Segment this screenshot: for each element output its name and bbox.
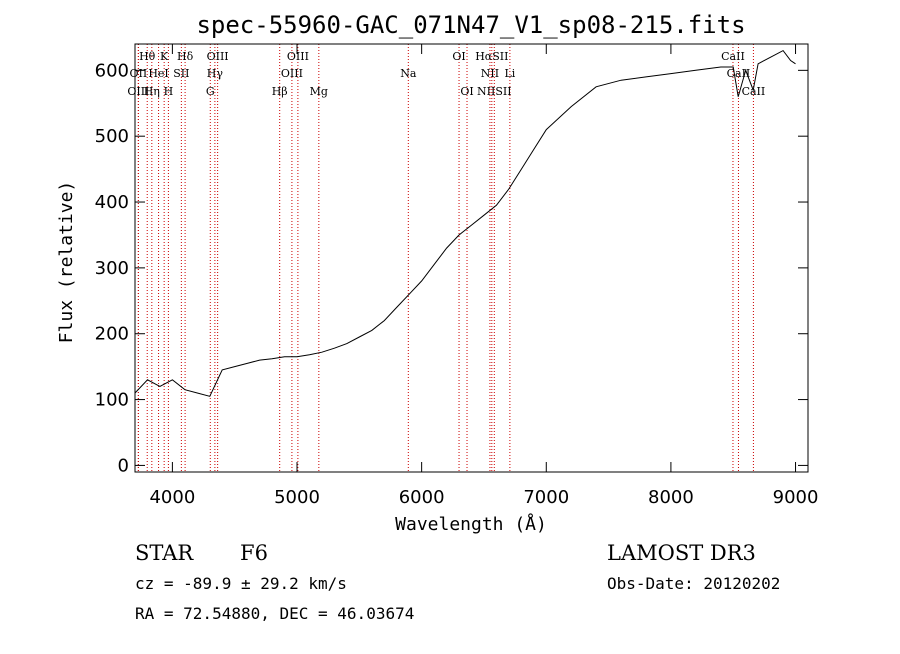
y-tick-label: 300 — [95, 258, 129, 279]
spectral-subclass: F6 — [240, 541, 268, 565]
spectral-line-label: OIII — [281, 67, 303, 80]
spectral-line-label: H — [164, 85, 174, 98]
y-tick-label: 100 — [95, 390, 129, 411]
spectral-line-label: OII — [130, 67, 148, 80]
redshift-velocity: cz = -89.9 ± 29.2 km/s — [135, 574, 347, 593]
spectral-line-label: Hδ — [177, 50, 194, 63]
x-tick-label: 9000 — [773, 487, 819, 508]
object-class: STAR — [135, 541, 194, 565]
spectral-line-label: Mg — [310, 85, 328, 98]
spectral-line-label: CaII — [721, 50, 745, 63]
plot-frame — [134, 43, 809, 473]
x-axis-label: Wavelength (Å) — [395, 513, 547, 535]
spectral-line-markers — [137, 44, 754, 472]
spectral-line-label: Li — [504, 67, 515, 80]
y-tick-label: 200 — [95, 324, 129, 345]
x-tick-label: 4000 — [149, 487, 195, 508]
spectral-line-label: K — [160, 50, 169, 63]
spectral-line-label: Hγ — [207, 67, 224, 80]
spectrum-series-line — [134, 49, 796, 397]
spectral-line-label: G — [206, 85, 215, 98]
y-tick-label: 400 — [95, 192, 129, 213]
spectral-line-label: NIISII — [477, 85, 512, 98]
x-tick-label: 7000 — [523, 487, 569, 508]
x-tick-label: 5000 — [274, 487, 320, 508]
x-axis-ticks: 4000 5000 6000 7000 8000 9000 — [149, 44, 818, 508]
spectral-line-label: OI — [452, 50, 465, 63]
y-axis-label: Flux (relative) — [56, 181, 77, 344]
x-tick-label: 8000 — [648, 487, 694, 508]
spectral-line-label: SII — [173, 67, 189, 80]
spectral-line-label: OIII — [207, 50, 229, 63]
spectral-line-label: NII — [481, 67, 499, 80]
spectral-line-label: Hβ — [272, 85, 288, 98]
y-tick-label: 0 — [118, 455, 129, 476]
spectral-line-label: OI — [460, 85, 473, 98]
observation-date: Obs-Date: 20120202 — [607, 574, 780, 593]
x-tick-label: 6000 — [399, 487, 445, 508]
spectral-line-label: Na — [400, 67, 417, 80]
y-tick-label: 500 — [95, 126, 129, 147]
y-tick-label: 600 — [95, 60, 129, 81]
sky-coordinates: RA = 72.54880, DEC = 46.03674 — [135, 604, 414, 623]
spectral-line-label: OIII — [287, 50, 309, 63]
spectral-line-label: HαSII — [475, 50, 508, 63]
spectral-line-labels: Hθ K Hδ OIII OIII OI HαSII CaII OII HeI SII Hγ OIII N… — [127, 50, 765, 98]
spectral-line-label: HeI — [148, 67, 168, 80]
spectral-line-label: Hθ — [139, 50, 156, 63]
chart-title: spec-55960-GAC_071N47_V1_sp08-215.fits — [196, 11, 745, 39]
y-axis-ticks: 0 100 200 300 400 500 600 — [95, 60, 808, 476]
spectral-line-label: OIII — [127, 85, 149, 98]
survey-name: LAMOST DR3 — [607, 541, 756, 565]
spectral-line-label: Hη — [144, 85, 160, 98]
